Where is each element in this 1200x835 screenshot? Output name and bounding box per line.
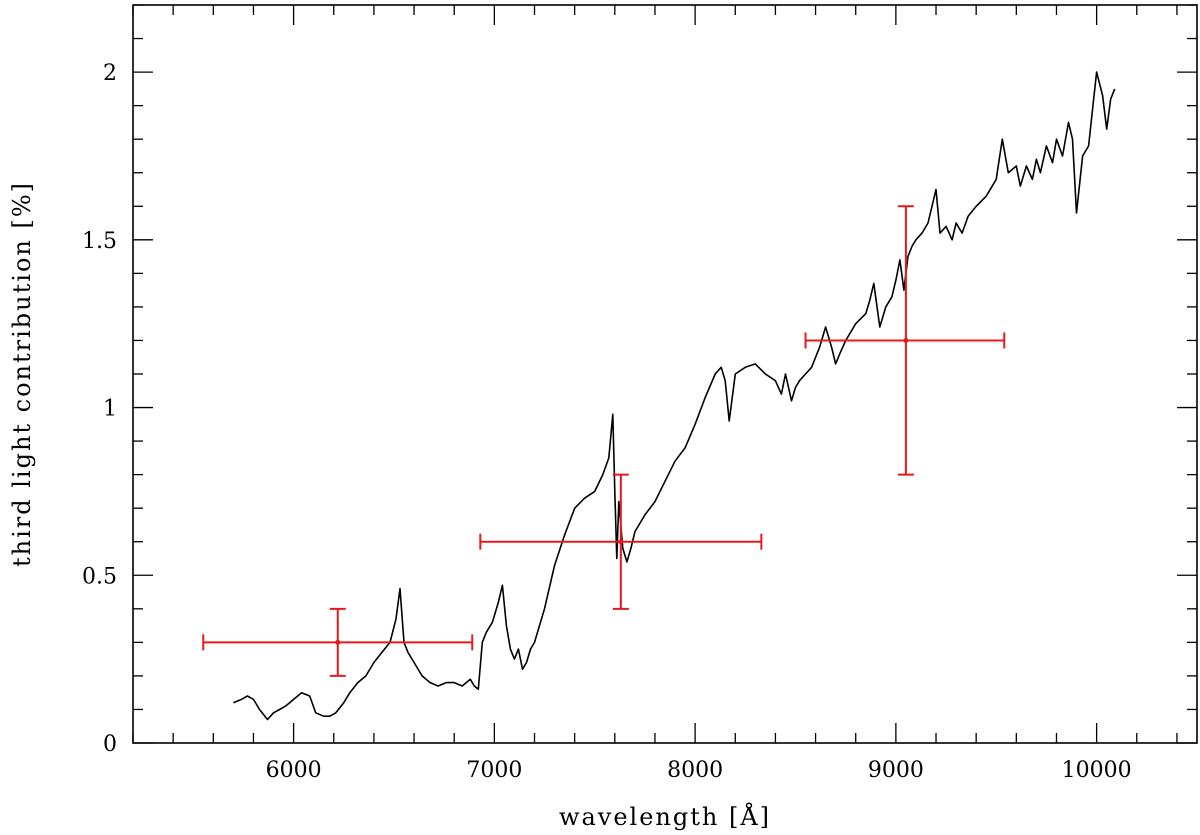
spectrum-line [233,71,1116,721]
x-tick-label: 8000 [667,758,723,783]
series-group [233,71,1116,721]
x-tick-label: 10000 [1062,758,1132,783]
error-point [804,205,1006,476]
y-axis-label: third light contribution [%] [8,181,36,567]
x-tick-label: 6000 [266,758,322,783]
y-tick-label: 2 [103,61,117,86]
error-point [202,607,474,677]
y-tick-label: 1.5 [82,229,117,254]
data-point [903,337,909,343]
x-axis-label: wavelength [Å] [559,802,771,831]
x-tick-label: 7000 [466,758,522,783]
y-tick-label: 0 [103,732,117,757]
error-point [479,473,763,610]
y-tick-label: 0.5 [82,564,117,589]
x-tick-label: 9000 [868,758,924,783]
error-bars-group [202,205,1006,677]
y-tick-label: 1 [103,397,117,422]
plot-frame [132,4,1198,744]
data-point [335,639,341,645]
axis-ticks [132,4,1197,744]
data-point [618,539,624,545]
tick-labels: 6000 7000 8000 9000 10000 0 0.5 1 1.5 2 [82,61,1132,783]
